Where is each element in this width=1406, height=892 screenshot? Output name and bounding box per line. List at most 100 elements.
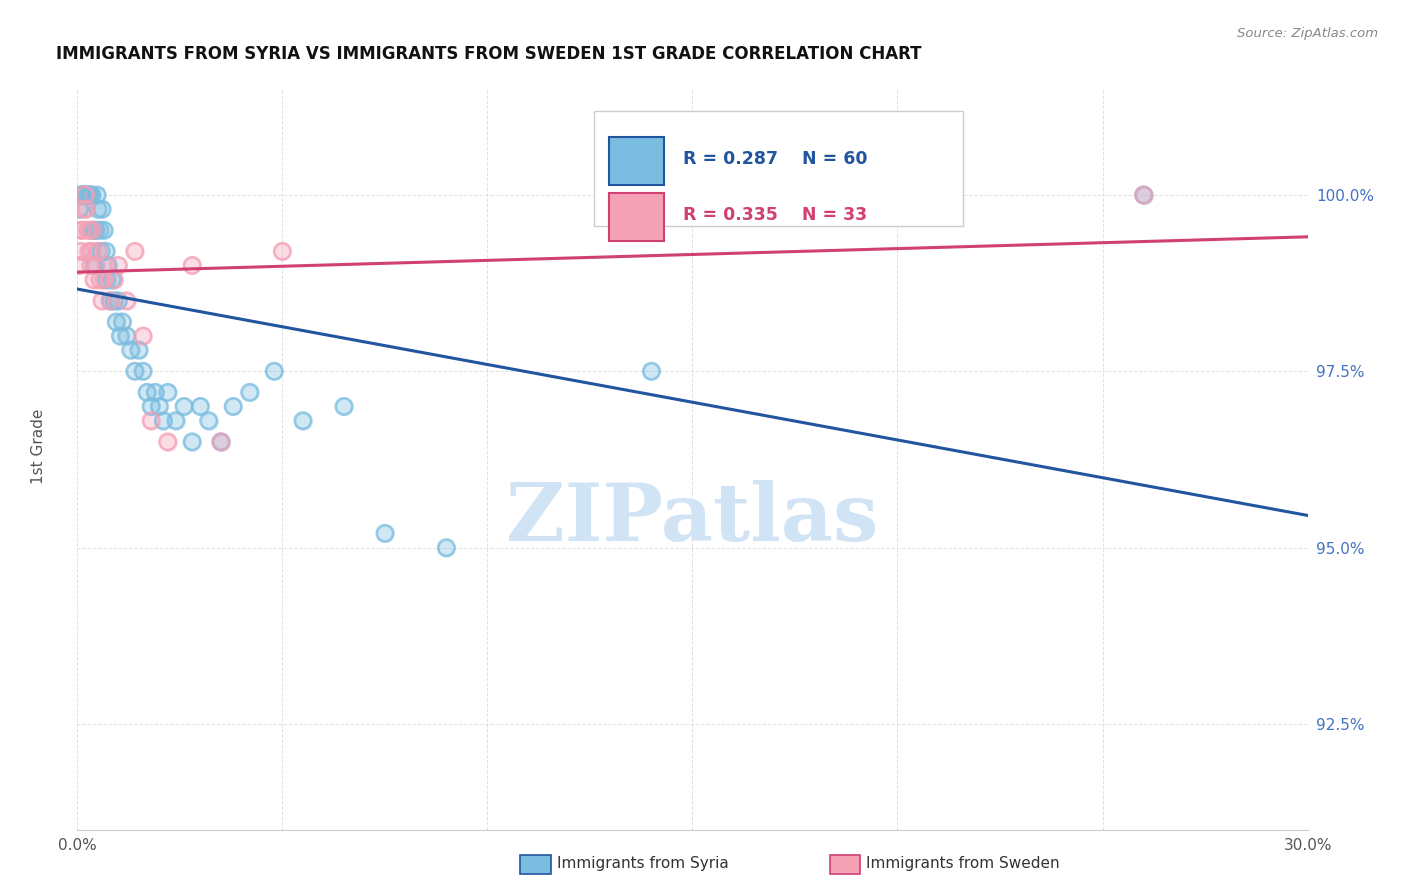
Point	[181, 434, 204, 449]
Point	[83, 272, 105, 286]
Point	[98, 293, 121, 308]
Point	[87, 244, 110, 259]
Point	[136, 385, 159, 400]
Point	[271, 244, 294, 259]
Point	[75, 188, 97, 202]
Point	[110, 329, 132, 343]
Point	[79, 223, 101, 237]
Point	[115, 329, 138, 343]
Point	[132, 329, 155, 343]
Point	[94, 244, 117, 259]
Point	[209, 434, 232, 449]
Point	[136, 385, 159, 400]
Point	[152, 414, 174, 428]
Point	[80, 259, 103, 273]
Point	[124, 364, 146, 378]
Point	[90, 293, 114, 308]
Point	[156, 385, 179, 400]
Point	[181, 259, 204, 273]
Point	[1132, 188, 1154, 202]
Point	[89, 272, 111, 286]
Point	[86, 188, 108, 202]
Point	[97, 259, 120, 273]
Text: Immigrants from Sweden: Immigrants from Sweden	[866, 856, 1060, 871]
Point	[93, 223, 115, 237]
Point	[141, 414, 163, 428]
Point	[93, 272, 115, 286]
Point	[75, 202, 97, 216]
Point	[141, 400, 163, 414]
Point	[1132, 188, 1154, 202]
Point	[103, 293, 125, 308]
Point	[188, 400, 212, 414]
Point	[84, 259, 107, 273]
Point	[76, 223, 98, 237]
Point	[222, 400, 245, 414]
Point	[165, 414, 187, 428]
Point	[105, 315, 128, 329]
Text: Source: ZipAtlas.com: Source: ZipAtlas.com	[1237, 27, 1378, 40]
Point	[75, 188, 97, 202]
Point	[98, 293, 121, 308]
Point	[75, 202, 97, 216]
Point	[143, 385, 166, 400]
Point	[73, 188, 96, 202]
Point	[1132, 188, 1154, 202]
Point	[132, 364, 155, 378]
Point	[97, 259, 120, 273]
Point	[197, 414, 219, 428]
Text: R = 0.287    N = 60: R = 0.287 N = 60	[683, 150, 868, 168]
Point	[67, 259, 90, 273]
Point	[98, 293, 121, 308]
Point	[70, 188, 93, 202]
Point	[72, 188, 94, 202]
Point	[115, 293, 138, 308]
Point	[156, 434, 179, 449]
Point	[107, 293, 129, 308]
Point	[107, 293, 129, 308]
Point	[83, 259, 105, 273]
Point	[93, 223, 115, 237]
Point	[83, 223, 105, 237]
Point	[93, 272, 115, 286]
Point	[77, 188, 100, 202]
Point	[67, 259, 90, 273]
Point	[103, 272, 125, 286]
Point	[75, 188, 97, 202]
Point	[120, 343, 142, 357]
Point	[239, 385, 262, 400]
Point	[90, 244, 112, 259]
Point	[70, 223, 93, 237]
Point	[72, 188, 94, 202]
Point	[640, 364, 662, 378]
Point	[291, 414, 314, 428]
Point	[70, 223, 93, 237]
Point	[75, 188, 97, 202]
Point	[152, 414, 174, 428]
Point	[101, 272, 124, 286]
Point	[94, 259, 117, 273]
Point	[271, 244, 294, 259]
Point	[291, 414, 314, 428]
Point	[79, 188, 101, 202]
Point	[82, 223, 104, 237]
Point	[173, 400, 195, 414]
Point	[82, 223, 104, 237]
Point	[640, 364, 662, 378]
Point	[80, 244, 103, 259]
FancyBboxPatch shape	[609, 193, 664, 241]
Point	[209, 434, 232, 449]
Point	[222, 400, 245, 414]
Point	[128, 343, 150, 357]
Point	[72, 202, 94, 216]
Point	[103, 272, 125, 286]
Point	[75, 188, 97, 202]
Point	[115, 293, 138, 308]
Point	[82, 223, 104, 237]
Point	[188, 400, 212, 414]
Point	[69, 188, 91, 202]
Point	[143, 385, 166, 400]
Point	[132, 329, 155, 343]
Point	[107, 259, 129, 273]
Text: Immigrants from Syria: Immigrants from Syria	[557, 856, 728, 871]
